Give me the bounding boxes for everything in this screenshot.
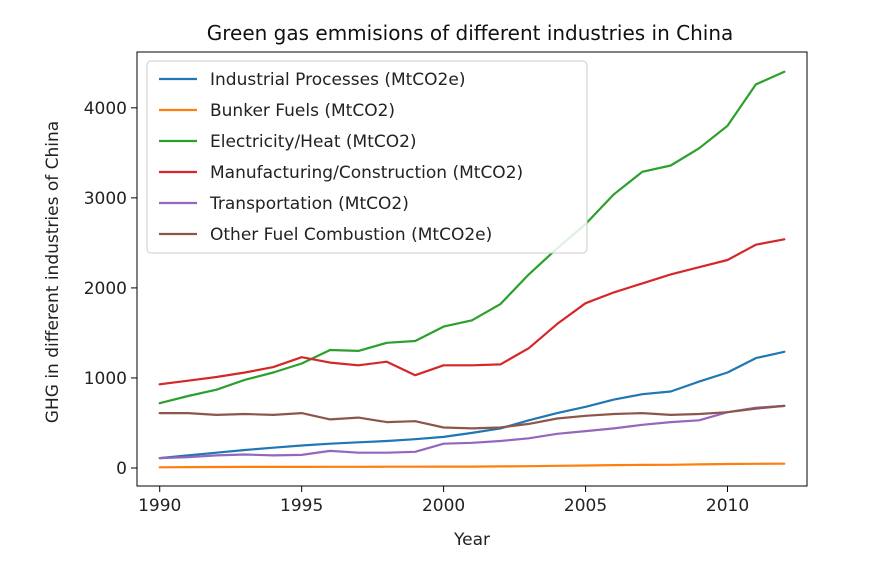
series-line-2 [158, 70, 786, 405]
series-line-5 [158, 404, 786, 430]
y-tick-label: 1000 [84, 369, 127, 389]
y-tick-label: 3000 [84, 189, 127, 209]
x-axis: 1990 1995 2000 2005 2010 [138, 486, 749, 516]
plot-frame [136, 51, 808, 487]
y-tick-label: 2000 [84, 279, 127, 299]
chart-title: Green gas emmisions of different industr… [207, 21, 734, 45]
x-tick-label: 1990 [138, 496, 181, 516]
legend-label-3: Manufacturing/Construction (MtCO2) [210, 163, 523, 183]
legend-label-5: Other Fuel Combustion (MtCO2e) [210, 225, 492, 245]
x-tick-label: 2010 [706, 496, 749, 516]
series-line-0 [158, 350, 786, 460]
y-tick-label: 4000 [84, 99, 127, 119]
legend-label-1: Bunker Fuels (MtCO2) [210, 101, 395, 121]
legend-label-4: Transportation (MtCO2) [209, 194, 409, 214]
y-tick-label: 0 [116, 459, 127, 479]
legend-label-2: Electricity/Heat (MtCO2) [210, 132, 417, 152]
legend: Industrial Processes (MtCO2e) Bunker Fuel… [146, 60, 588, 254]
legend-box [146, 60, 588, 254]
y-axis-label: GHG in different industries of China [43, 121, 63, 423]
x-axis-label: Year [453, 530, 490, 550]
plot-lines [158, 70, 786, 469]
series-line-4 [158, 404, 786, 460]
x-tick-label: 1995 [280, 496, 323, 516]
legend-label-0: Industrial Processes (MtCO2e) [210, 70, 465, 90]
x-tick-label: 2005 [564, 496, 607, 516]
series-line-3 [158, 238, 786, 386]
series-line-1 [158, 462, 786, 469]
x-tick-label: 2000 [422, 496, 465, 516]
y-axis: 0 1000 2000 3000 4000 [84, 99, 137, 479]
